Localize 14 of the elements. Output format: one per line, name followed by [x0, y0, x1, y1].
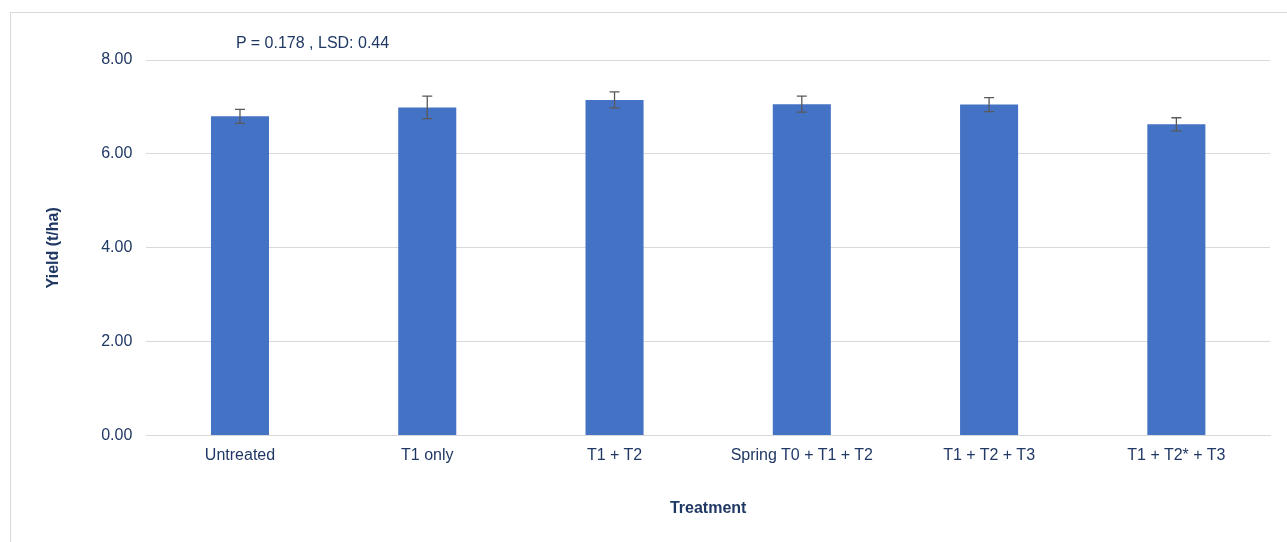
y-tick-label: 4.00: [101, 238, 133, 256]
y-tick-label: 0.00: [101, 426, 133, 444]
x-tick-label: Untreated: [204, 445, 276, 463]
x-tick-label: Spring T0 + T1 + T2: [730, 445, 874, 463]
x-tick-label: T1 + T2: [586, 445, 643, 463]
x-axis-title: Treatment: [669, 498, 748, 516]
y-tick-label: 8.00: [101, 50, 133, 68]
y-tick-label: 2.00: [101, 332, 133, 350]
x-tick-label: T1 + T2* + T3: [1127, 445, 1226, 463]
x-tick-label: T1 + T2 + T3: [943, 445, 1036, 463]
x-tick-label: T1 only: [401, 445, 454, 463]
y-tick-label: 6.00: [101, 144, 133, 162]
text: P = 0.178 , LSD: 0.44: [236, 34, 390, 52]
y-axis-title: Yield (t/ha): [44, 207, 62, 289]
